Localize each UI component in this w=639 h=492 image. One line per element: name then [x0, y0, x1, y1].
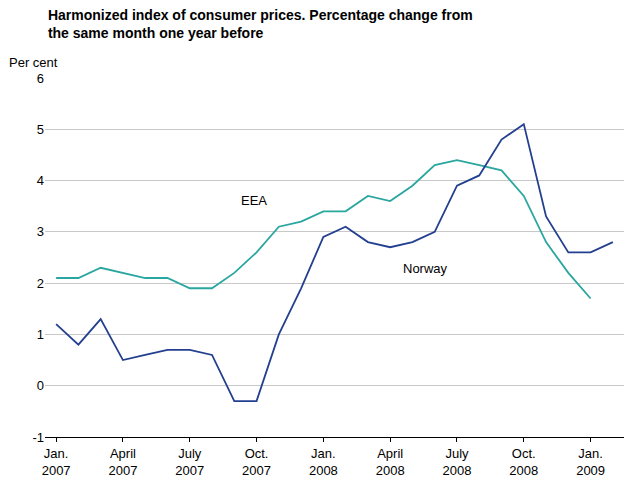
svg-text:-1: -1: [32, 430, 44, 445]
svg-text:Oct.2007: Oct.2007: [242, 446, 271, 478]
svg-text:2: 2: [37, 276, 44, 291]
svg-text:Jan.2007: Jan.2007: [42, 446, 71, 478]
svg-text:April2007: April2007: [108, 446, 137, 478]
svg-text:0: 0: [37, 378, 44, 393]
svg-text:4: 4: [37, 173, 44, 188]
svg-text:July2008: July2008: [443, 446, 472, 478]
svg-text:1: 1: [37, 327, 44, 342]
svg-text:Jan.2008: Jan.2008: [309, 446, 338, 478]
svg-text:Per cent: Per cent: [9, 55, 58, 70]
svg-text:Norway: Norway: [403, 261, 448, 276]
svg-text:Harmonized index of consumer p: Harmonized index of consumer prices. Per…: [48, 7, 473, 41]
svg-text:July2007: July2007: [175, 446, 204, 478]
svg-text:3: 3: [37, 224, 44, 239]
svg-text:Oct.2008: Oct.2008: [509, 446, 538, 478]
svg-text:April2008: April2008: [376, 446, 405, 478]
svg-text:Jan.2009: Jan.2009: [576, 446, 605, 478]
svg-text:6: 6: [37, 71, 44, 86]
svg-text:5: 5: [37, 122, 44, 137]
svg-text:EEA: EEA: [241, 193, 267, 208]
